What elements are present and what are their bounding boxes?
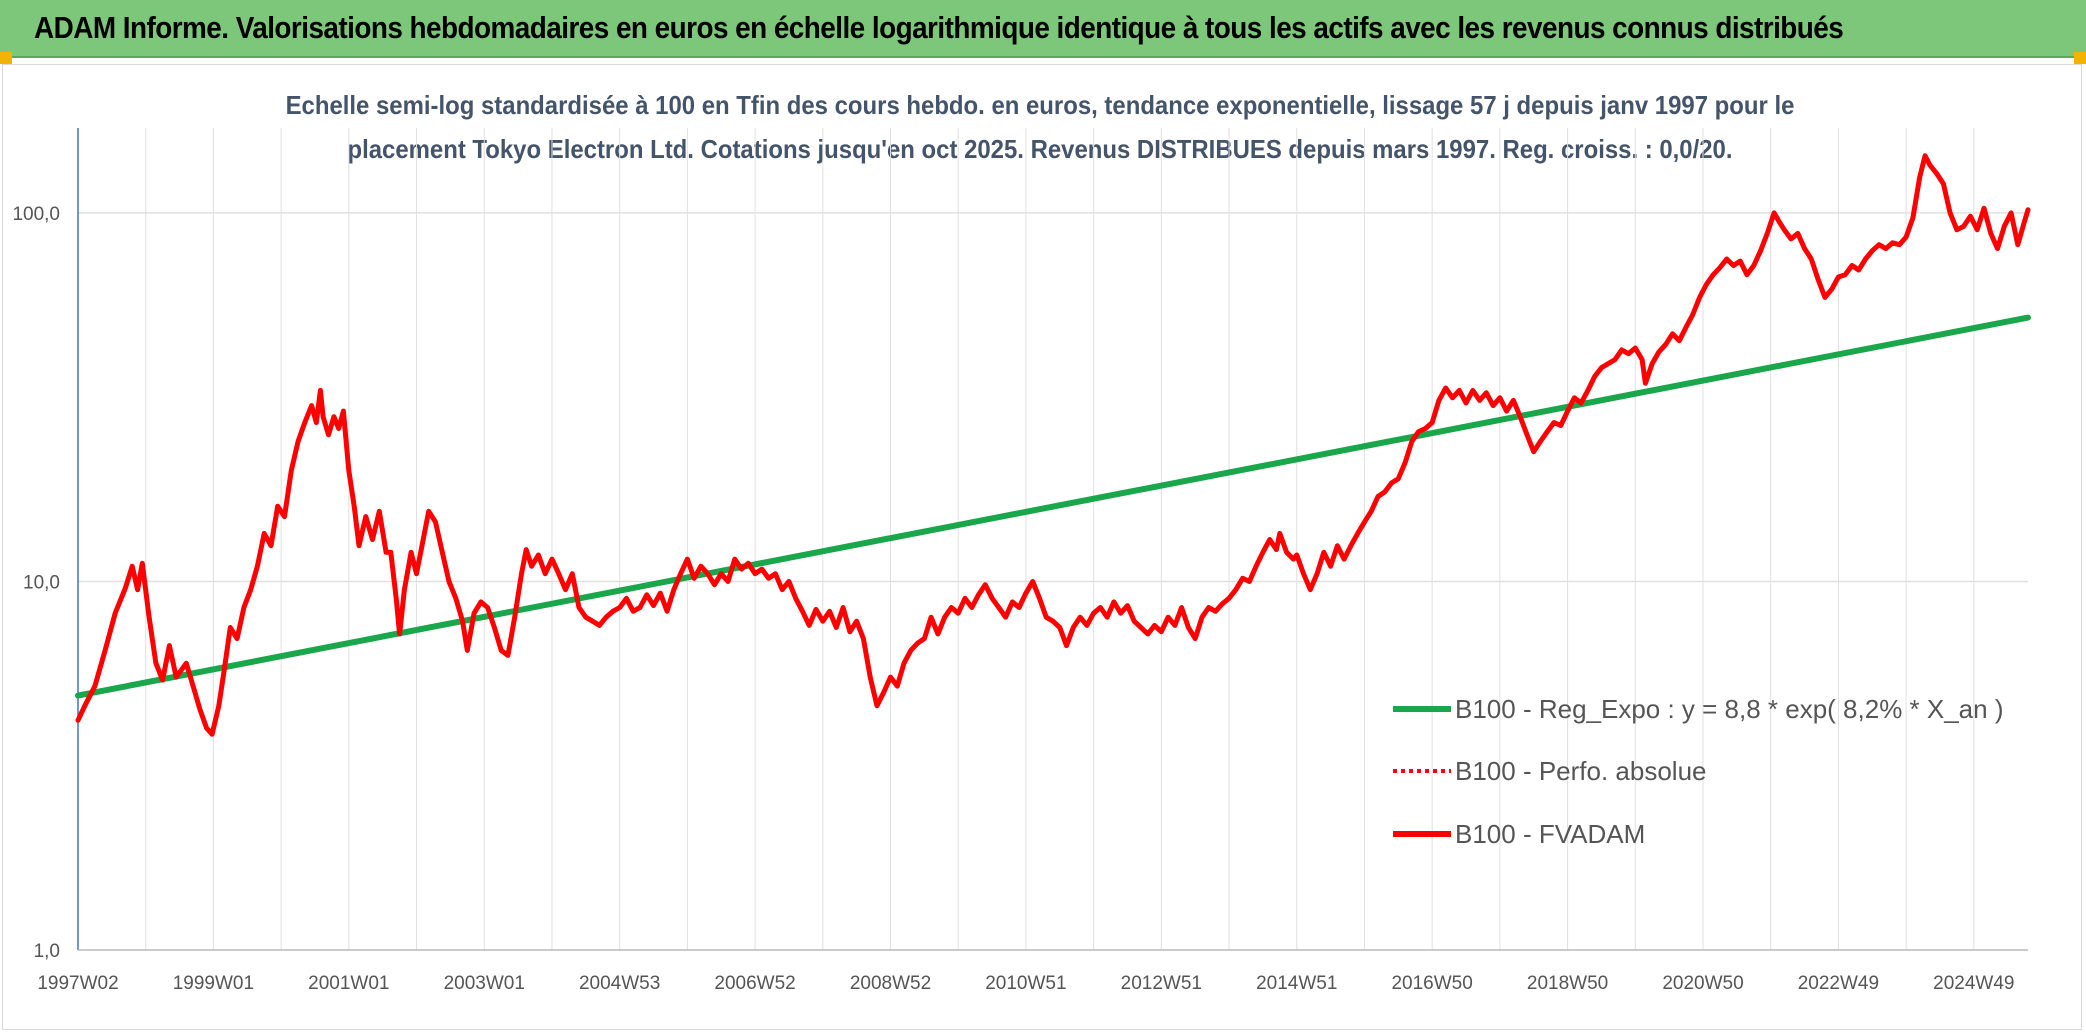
y-tick-label: 1,0 xyxy=(34,941,60,962)
x-tick-label: 2004W53 xyxy=(579,973,660,994)
legend-label-2: B100 - FVADAM xyxy=(1455,819,1645,849)
y-tick-label: 100,0 xyxy=(12,204,60,225)
chart-title-line1: Echelle semi-log standardisée à 100 en T… xyxy=(285,90,1795,120)
corner-marker-right xyxy=(2074,52,2086,64)
x-tick-label: 2018W50 xyxy=(1527,973,1608,994)
corner-marker-left xyxy=(0,52,12,64)
x-tick-label: 2003W01 xyxy=(444,973,525,994)
chart-title-line2: placement Tokyo Electron Ltd. Cotations … xyxy=(347,134,1733,164)
x-tick-label: 2016W50 xyxy=(1391,973,1472,994)
x-tick-label: 2008W52 xyxy=(850,973,931,994)
x-tick-label: 2020W50 xyxy=(1662,973,1743,994)
header-banner: ADAM Informe. Valorisations hebdomadaire… xyxy=(0,0,2086,58)
series-line-2 xyxy=(75,153,2031,737)
x-tick-label: 2001W01 xyxy=(308,973,389,994)
series xyxy=(75,153,2031,737)
legend-label-0: B100 - Reg_Expo : y = 8,8 * exp( 8,2% * … xyxy=(1455,694,2004,724)
x-tick-label: 2010W51 xyxy=(985,973,1066,994)
x-tick-label: 1997W02 xyxy=(37,973,118,994)
x-tick-label: 2006W52 xyxy=(714,973,795,994)
legend-label-1: B100 - Perfo. absolue xyxy=(1455,756,1707,786)
x-tick-label: 2024W49 xyxy=(1933,973,2014,994)
x-tick-label: 2012W51 xyxy=(1121,973,1202,994)
axes: 1,0 10,0 100,0 1997W02 1999W01 2001W01 2003W01… xyxy=(12,128,2028,994)
series-line-0 xyxy=(75,314,2031,699)
legend: B100 - Reg_Expo : y = 8,8 * exp( 8,2% * … xyxy=(1393,694,2004,849)
x-tick-label: 1999W01 xyxy=(173,973,254,994)
page-title: ADAM Informe. Valorisations hebdomadaire… xyxy=(34,10,1844,45)
x-tick-label: 2014W51 xyxy=(1256,973,1337,994)
x-tick-label: 2022W49 xyxy=(1798,973,1879,994)
y-tick-label: 10,0 xyxy=(23,572,60,593)
